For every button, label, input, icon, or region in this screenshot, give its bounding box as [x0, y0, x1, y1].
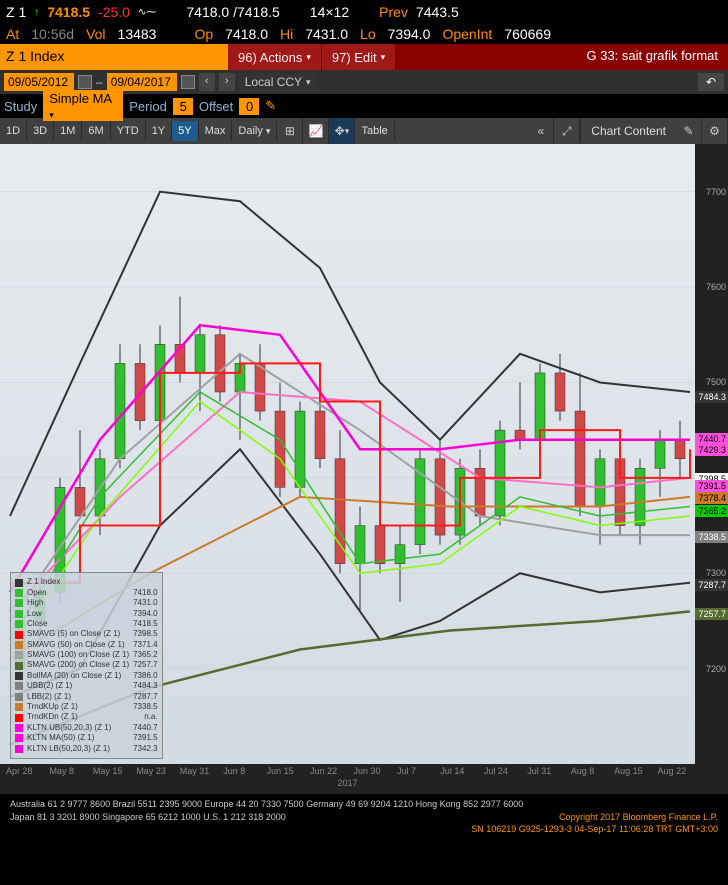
calendar-icon[interactable]: [181, 75, 195, 89]
gear-icon[interactable]: ⚙: [702, 118, 728, 144]
bidask-size: 14×12: [310, 4, 349, 20]
command-row: Z 1 Index 96) Actions▾ 97) Edit▾ G 33: s…: [0, 44, 728, 70]
study-row: Study Simple MA ▾ Period 5 Offset 0 ✎: [0, 94, 728, 118]
timeframe-toolbar: 1D3D1M6MYTD1Y5YMax Daily ▾ ⊞ 📈 ✥▾ Table …: [0, 118, 728, 144]
last-price: 7418.5: [47, 4, 90, 20]
chevron-down-icon: ▾: [381, 52, 386, 63]
quote-line-1: Z 1 ↑ 7418.5 -25.0 ∿⁓ 7418.0 /7418.5 14×…: [0, 0, 728, 24]
x-axis: Apr 28May 8May 15May 23May 31Jun 8Jun 15…: [0, 764, 728, 794]
footer-contacts-1: Australia 61 2 9777 8600 Brazil 5511 239…: [10, 798, 718, 811]
arrow-up-icon: ↑: [34, 7, 39, 18]
collapse-icon[interactable]: «: [528, 118, 554, 144]
vol-value: 13483: [118, 26, 157, 42]
ticker-input[interactable]: Z 1 Index: [0, 44, 228, 70]
sparkline-icon: ∿⁓: [138, 7, 156, 18]
op-label: Op: [194, 26, 213, 42]
timeframe-ytd[interactable]: YTD: [111, 121, 146, 141]
chart-legend: Z 1 IndexOpen7418.0High7431.0Low7394.0Cl…: [10, 572, 163, 759]
bid-ask: 7418.0 /7418.5: [186, 4, 279, 20]
page-title: G 33: sait grafik format: [396, 44, 728, 70]
offset-label: Offset: [199, 99, 233, 114]
chart-content-button[interactable]: Chart Content: [580, 120, 676, 142]
next-period-button[interactable]: ›: [219, 73, 235, 91]
footer-contacts-2: Japan 81 3 3201 8900 Singapore 65 6212 1…: [10, 811, 286, 824]
prev-value: 7443.5: [416, 4, 459, 20]
chart-type-icon[interactable]: ⊞: [277, 118, 303, 144]
study-label: Study: [4, 99, 37, 114]
period-label: Period: [129, 99, 167, 114]
edit-icon[interactable]: ✎: [676, 118, 702, 144]
at-label: At: [6, 26, 19, 42]
lo-value: 7394.0: [388, 26, 431, 42]
quote-line-2: At 10:56d Vol 13483 Op 7418.0 Hi 7431.0 …: [0, 24, 728, 44]
date-to-input[interactable]: 09/04/2017: [107, 73, 177, 91]
chevron-down-icon: ▾: [49, 110, 54, 120]
line-chart-icon[interactable]: 📈: [303, 118, 329, 144]
y-axis: 7200730074007500760077007484.37440.77429…: [695, 144, 728, 764]
actions-button[interactable]: 96) Actions▾: [228, 44, 322, 70]
lo-label: Lo: [360, 26, 376, 42]
calendar-icon[interactable]: [78, 75, 92, 89]
table-button[interactable]: Table: [355, 121, 394, 141]
prev-label: Prev: [379, 4, 408, 20]
undo-button[interactable]: ↶: [698, 73, 724, 91]
chart-area[interactable]: 7200730074007500760077007484.37440.77429…: [0, 144, 728, 794]
currency-select[interactable]: Local CCY ▾: [239, 73, 317, 91]
openint-value: 760669: [504, 26, 551, 42]
timeframe-3d[interactable]: 3D: [27, 121, 54, 141]
footer: Australia 61 2 9777 8600 Brazil 5511 239…: [0, 794, 728, 840]
timeframe-1m[interactable]: 1M: [54, 121, 82, 141]
footer-copyright: Copyright 2017 Bloomberg Finance L.P.: [559, 811, 718, 824]
edit-button[interactable]: 97) Edit▾: [322, 44, 396, 70]
price-change: -25.0: [98, 4, 130, 20]
at-time: 10:56d: [31, 26, 74, 42]
timeframe-1d[interactable]: 1D: [0, 121, 27, 141]
timeframe-6m[interactable]: 6M: [82, 121, 110, 141]
chevron-down-icon: ▾: [306, 52, 311, 63]
crosshair-icon[interactable]: ✥▾: [329, 118, 355, 144]
pencil-icon[interactable]: ✎: [265, 98, 276, 114]
chevron-down-icon: ▾: [266, 126, 271, 136]
study-type-select[interactable]: Simple MA ▾: [43, 90, 123, 122]
period-input[interactable]: 5: [173, 98, 193, 115]
op-value: 7418.0: [225, 26, 268, 42]
stats-icon[interactable]: ⤢: [554, 118, 580, 144]
ticker-symbol: Z 1: [6, 4, 26, 20]
vol-label: Vol: [86, 26, 105, 42]
footer-timestamp: SN 106219 G925-1293-3 04-Sep-17 11:06:28…: [10, 823, 718, 836]
hi-value: 7431.0: [305, 26, 348, 42]
date-from-input[interactable]: 09/05/2012: [4, 73, 74, 91]
hi-label: Hi: [280, 26, 293, 42]
openint-label: OpenInt: [442, 26, 492, 42]
prev-period-button[interactable]: ‹: [199, 73, 215, 91]
timeframe-5y[interactable]: 5Y: [172, 121, 198, 141]
offset-input[interactable]: 0: [239, 98, 259, 115]
interval-select[interactable]: Daily ▾: [232, 121, 277, 141]
timeframe-1y[interactable]: 1Y: [146, 121, 172, 141]
chevron-down-icon: ▾: [306, 77, 311, 88]
timeframe-max[interactable]: Max: [199, 121, 233, 141]
